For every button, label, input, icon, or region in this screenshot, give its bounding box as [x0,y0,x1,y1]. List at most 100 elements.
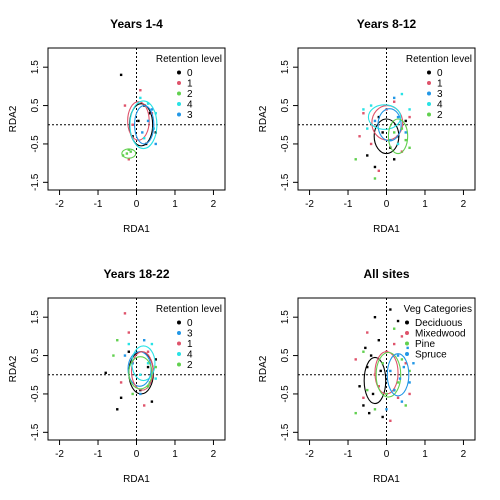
all-sites-legend-label: Pine [415,339,435,350]
years-8-12-y-tick-label: 0.5 [280,98,291,112]
years-1-4-point-0 [137,119,140,123]
all-sites-legend-title: Veg Categories [404,304,472,315]
all-sites-point-deciduous [377,339,381,342]
years-18-22-point-4 [146,362,150,365]
all-sites-point-pine [354,411,357,415]
years-8-12-point-0 [366,154,369,157]
all-sites-point-deciduous [396,319,400,323]
all-sites-point-spruce [406,346,409,350]
years-18-22-legend-marker [177,362,181,367]
years-1-4-x-tick-label: 0 [134,199,140,210]
all-sites-point-pine [385,392,388,396]
all-sites-point-spruce [389,369,392,373]
years-8-12-x-tick-label: 1 [422,199,428,210]
all-sites-ellipse-spruce [386,353,410,397]
years-18-22-y-tick-label: 1.5 [30,310,41,324]
all-sites-legend-label: Mixedwood [415,329,466,340]
years-1-4-point-4 [146,102,150,105]
years-1-4-legend-label: 0 [187,68,193,79]
years-18-22-legend-marker [177,352,181,356]
all-sites-point-deciduous [373,315,377,319]
all-sites-y-tick-label: 1.5 [280,310,291,324]
all-sites-point-pine [392,327,396,330]
years-18-22-point-4 [139,373,142,376]
years-18-22-x-tick-label: 1 [172,449,178,460]
years-1-4-point-0 [131,135,134,138]
all-sites-point-mixedwood [404,362,407,365]
all-sites-point-pine [404,404,407,407]
all-sites-point-spruce [398,377,402,380]
years-18-22-legend-title: Retention level [156,304,222,315]
years-18-22-x-tick-label: 0 [134,449,140,460]
years-8-12-point-3 [392,96,396,100]
all-sites-point-spruce [412,362,415,365]
years-1-4-title: Years 1-4 [110,17,163,31]
years-1-4-point-0 [119,73,123,77]
years-8-12-legend-title: Retention level [406,54,472,65]
years-18-22-x-tick-label: -1 [94,449,103,460]
all-sites-point-deciduous [389,308,392,311]
years-18-22-legend-marker [177,320,181,325]
years-18-22-point-2 [154,365,157,369]
years-8-12-title: Years 8-12 [357,17,417,31]
years-18-22-legend-marker [177,341,181,346]
all-sites-y-tick-label: -1.5 [280,423,291,441]
years-8-12-x-tick-label: -2 [305,199,314,210]
years-1-4-point-3 [154,142,157,146]
all-sites-x-tick-label: -1 [344,449,353,460]
all-sites-point-pine [408,369,411,373]
all-sites-legend-marker [405,352,409,356]
all-sites-panel: All sites -2 -1 0 1 2 -1.5 -0.5 0.5 1.5 RDA1 RDA2 Ve… [258,267,476,485]
all-sites-point-deciduous [379,369,382,373]
years-1-4-point-1 [123,104,127,107]
years-1-4-legend-marker [177,91,181,96]
all-sites-point-pine [381,362,384,365]
all-sites-point-mixedwood [408,392,411,396]
all-sites-point-mixedwood [396,396,400,399]
years-1-4-point-3 [150,108,154,111]
years-8-12-ellipse-0 [373,118,400,155]
years-1-4-y-tick-label: 1.5 [30,60,41,74]
years-1-4-y-axis-label: RDA2 [8,105,19,132]
years-8-12-point-1 [362,112,365,115]
all-sites-point-mixedwood [389,419,392,423]
all-sites-legend-marker [405,341,409,346]
years-1-4-x-tick-label: -2 [55,199,64,210]
years-18-22-point-2 [112,354,115,357]
years-8-12-legend-label: 3 [437,89,443,100]
years-1-4-point-2 [125,152,129,155]
all-sites-legend-marker [405,331,409,335]
years-8-12-legend-marker [427,81,431,85]
all-sites-point-deciduous [362,404,365,407]
years-8-12-point-2 [392,131,396,134]
all-sites-ellipse-pine [375,351,402,398]
all-sites-legend-label: Spruce [415,350,447,361]
years-1-4-point-4 [142,136,146,140]
years-18-22-ellipse-2 [128,356,153,390]
years-18-22-point-0 [119,396,123,399]
years-8-12-point-4 [400,92,404,96]
years-18-22-ellipse-4 [131,345,156,382]
years-8-12-legend-marker [427,102,431,106]
years-8-12-point-1 [377,169,381,173]
years-8-12-point-1 [369,142,373,146]
years-18-22-point-4 [150,342,154,346]
all-sites-point-mixedwood [400,335,404,338]
years-18-22-panel: Years 18-22 -2 -1 0 1 2 -1.5 -0.5 0.5 1.5 RDA1 RDA2… [8,267,226,485]
years-1-4-ellipse-2 [121,148,137,159]
years-1-4-x-tick-label: 2 [211,199,217,210]
all-sites-point-mixedwood [377,385,381,388]
years-18-22-point-1 [146,350,150,353]
years-1-4-point-2 [127,148,131,151]
years-1-4-y-tick-label: -0.5 [30,135,41,153]
years-8-12-ellipse-2 [387,118,409,155]
all-sites-point-deciduous [364,346,367,350]
years-18-22-point-0 [146,365,150,369]
all-sites-point-spruce [396,354,400,357]
all-sites-x-axis-label: RDA1 [373,474,400,485]
all-sites-point-deciduous [367,411,371,415]
years-8-12-y-axis-label: RDA2 [258,105,269,132]
years-1-4-y-tick-label: -1.5 [30,173,41,191]
years-18-22-point-0 [127,350,131,353]
